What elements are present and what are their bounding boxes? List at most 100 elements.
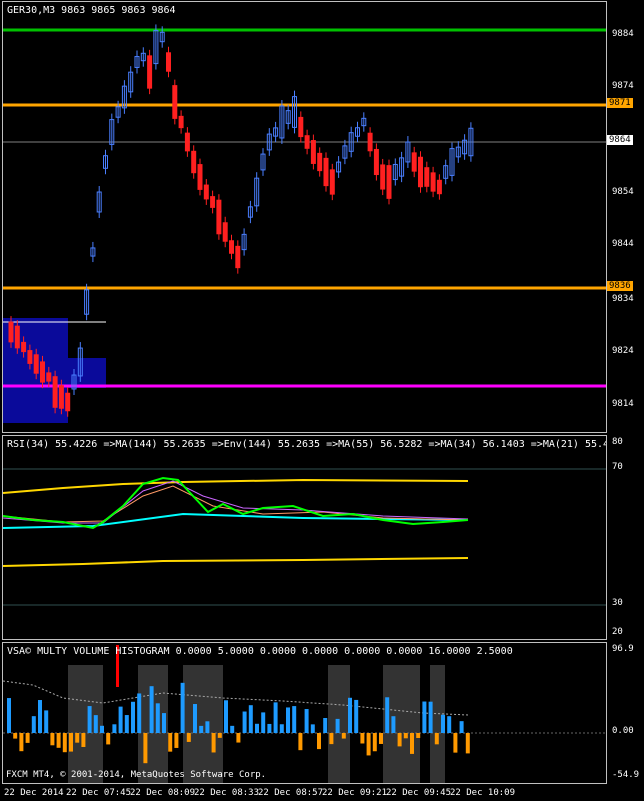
candle-body	[216, 199, 222, 235]
volume-bar	[261, 712, 266, 733]
volume-bar	[354, 699, 359, 733]
volume-bar	[441, 714, 445, 733]
candle-body	[46, 372, 52, 382]
candle-body	[128, 71, 134, 93]
time-label: 22 Dec 09:21	[322, 788, 388, 798]
current-price-tag: 9864	[607, 135, 633, 145]
volume-bar	[205, 721, 210, 733]
candle-body	[159, 31, 165, 43]
candle-body	[8, 321, 14, 343]
volume-bar	[403, 733, 408, 739]
candle-body	[298, 116, 304, 138]
candle-body	[58, 385, 64, 409]
candle-body	[443, 165, 449, 179]
volume-bar	[453, 733, 458, 753]
time-label: 22 Dec 10:09	[450, 788, 516, 798]
candle-body	[27, 350, 33, 364]
candle-body	[134, 56, 140, 68]
candle-body	[84, 289, 90, 315]
volume-bar	[310, 724, 315, 733]
candle-body	[317, 152, 323, 172]
volume-bar	[25, 733, 30, 743]
price-tick: 9814	[612, 399, 634, 409]
volume-bar	[186, 733, 191, 742]
volume-bar	[193, 704, 197, 733]
candle-body	[222, 222, 228, 242]
resistance-price-tag: 9871	[607, 98, 633, 108]
price-tick: 9854	[612, 187, 634, 197]
volume-bar	[422, 701, 427, 733]
volume-histogram[interactable]	[3, 643, 607, 784]
candle-body	[115, 106, 121, 118]
price-axis: 9884 9874 9854 9844 9834 9824 9814	[608, 1, 644, 433]
session-band	[403, 665, 420, 783]
volume-bar	[465, 733, 470, 754]
candle-body	[342, 145, 348, 159]
volume-bar	[255, 723, 259, 733]
time-label: 22 Dec 08:33	[194, 788, 260, 798]
time-label: 22 Dec 08:09	[130, 788, 196, 798]
candle-body	[140, 52, 146, 62]
candle-body	[386, 165, 392, 199]
rsi-tick: 80	[612, 437, 623, 447]
candle-body	[455, 146, 461, 158]
candle-body	[33, 354, 39, 374]
candle-body	[184, 132, 190, 152]
candle-body	[266, 133, 272, 151]
candle-body	[191, 150, 197, 174]
volume-bar	[131, 701, 135, 733]
candle-body	[399, 157, 405, 177]
candle-body	[392, 163, 398, 181]
volume-bar	[180, 682, 185, 733]
volume-bar	[13, 733, 18, 739]
volume-bar	[75, 733, 80, 743]
candle-body	[405, 141, 411, 163]
candle-body	[348, 132, 354, 152]
candle-body	[329, 169, 335, 195]
copyright-label: FXCM MT4, © 2001-2014, MetaQuotes Softwa…	[6, 770, 267, 780]
candle-body	[418, 156, 423, 188]
volume-bar	[174, 733, 179, 748]
volume-bar	[137, 693, 142, 733]
candle-body	[178, 115, 184, 129]
rsi-indicator-pane[interactable]: RSI(34) 55.4226 =>MA(144) 55.2635 =>Env(…	[2, 435, 607, 640]
support-price-tag: 9836	[607, 281, 633, 291]
volume-bar	[410, 733, 414, 754]
candle-body	[310, 140, 316, 164]
volume-bar	[335, 718, 340, 733]
candle-body	[373, 148, 379, 176]
candle-body	[65, 392, 71, 412]
volume-bar	[385, 697, 390, 733]
volume-bar	[242, 711, 247, 733]
volume-bar	[286, 707, 290, 733]
candle-body	[254, 177, 260, 207]
candle-body	[273, 127, 279, 137]
volume-bar	[304, 709, 309, 733]
candle-body	[430, 172, 436, 192]
volume-bar	[397, 733, 402, 747]
candle-body	[436, 179, 442, 195]
price-chart[interactable]	[3, 2, 607, 433]
volume-bar	[230, 725, 235, 733]
price-chart-pane[interactable]: GER30,M3 9863 9865 9863 9864	[2, 1, 607, 433]
volume-bar	[372, 733, 377, 752]
candle-body	[355, 127, 360, 137]
volume-title: VSA© MULTY VOLUME HISTOGRAM 0.0000 5.000…	[7, 646, 513, 657]
rsi-chart[interactable]	[3, 436, 607, 640]
volume-histogram-pane[interactable]: VSA© MULTY VOLUME HISTOGRAM 0.0000 5.000…	[2, 642, 607, 784]
volume-bar	[248, 705, 253, 733]
volume-bar	[211, 733, 216, 753]
volume-bar	[56, 733, 61, 748]
volume-bar	[106, 733, 111, 745]
volume-bar	[267, 723, 272, 733]
candle-body	[121, 85, 127, 109]
candle-body	[380, 164, 386, 190]
volume-bar	[317, 733, 321, 750]
candle-body	[468, 127, 474, 157]
volume-axis: 96.9 0.00 -54.9	[608, 642, 644, 784]
candle-body	[153, 29, 159, 65]
candle-body	[241, 233, 247, 251]
candle-body	[323, 157, 329, 187]
upper-envelope	[3, 478, 469, 494]
candle-body	[197, 164, 203, 190]
